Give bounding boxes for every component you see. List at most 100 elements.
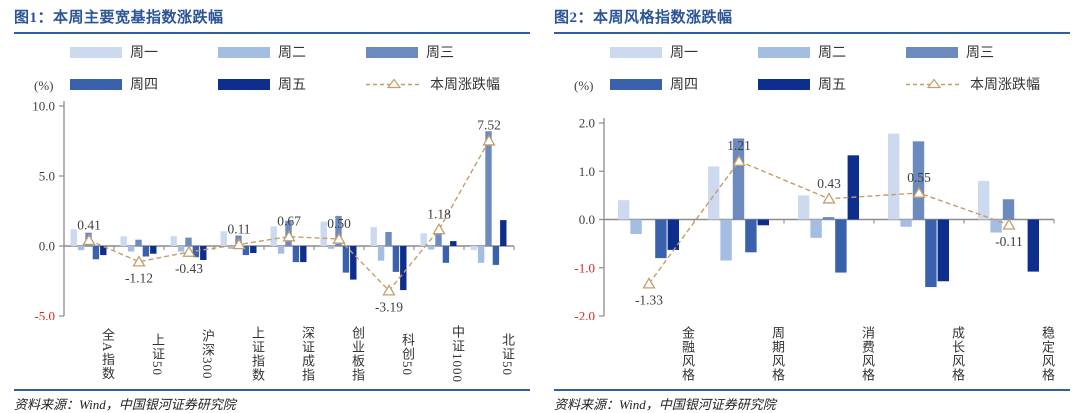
legend-bar-swatch-icon (610, 78, 662, 90)
bar (745, 219, 757, 253)
bar (120, 236, 127, 246)
bar (142, 246, 150, 257)
data-label: 1.18 (427, 206, 451, 221)
legend-bar-swatch-icon (366, 46, 418, 58)
data-label: 0.67 (277, 214, 301, 229)
legend-bar-swatch-icon (758, 78, 810, 90)
bar (135, 239, 142, 246)
bar (925, 219, 937, 288)
bar (300, 246, 307, 263)
bar (708, 166, 720, 220)
bar (757, 219, 769, 226)
triangle-marker (132, 255, 146, 267)
y-axis-unit-label: (%) (574, 78, 594, 93)
category-label: 创业板指 (350, 326, 365, 382)
bar (92, 246, 100, 260)
data-label: -1.33 (635, 293, 663, 308)
legend-label: 周五 (278, 78, 306, 93)
figure1-title: 图1：本周主要宽基指数涨跌幅 (14, 10, 224, 26)
legend-bar-swatch-icon (70, 78, 122, 90)
triangle-marker (912, 186, 926, 198)
category-label: 消费风格 (860, 326, 875, 382)
legend-item-3: 周三 (366, 42, 536, 62)
y-tick-label: 1.0 (579, 164, 595, 179)
legend-label: 周四 (130, 78, 158, 93)
bar (720, 219, 732, 261)
legend-item-2: 周二 (218, 42, 366, 62)
category-label: 北证50 (500, 332, 515, 376)
data-label: 0.41 (77, 217, 101, 232)
category-label: 全A指数 (100, 327, 115, 381)
triangle-marker (482, 134, 496, 146)
legend-item-4: 周四 (610, 74, 758, 94)
category-label: 成长风格 (950, 326, 965, 382)
y-tick-label: 0.0 (39, 239, 55, 254)
legend-label: 本周涨跌幅 (970, 78, 1040, 93)
bar (377, 246, 385, 261)
bar (392, 246, 400, 272)
bar (847, 155, 859, 220)
bar (320, 221, 327, 246)
triangle-marker (822, 192, 836, 204)
bar (100, 246, 107, 256)
legend-item-weekly-line: 本周涨跌幅 (366, 74, 536, 94)
bar (427, 246, 435, 250)
y-tick-label: 0.0 (579, 212, 595, 227)
category-label: 上证指数 (250, 326, 265, 382)
broad-index-bar-chart: 10.0 5.0 0.0 -5.0 0.41 -1.12 -0.43 0.11 0.67 0.50… (32, 99, 515, 320)
bar (618, 200, 630, 220)
bar (70, 229, 77, 246)
legend-label: 周二 (818, 46, 846, 61)
bar (77, 246, 85, 251)
legend-label: 周三 (426, 46, 454, 61)
triangle-marker (182, 245, 196, 257)
triangle-marker (332, 232, 346, 244)
bar (485, 131, 492, 246)
category-label: 周期风格 (770, 326, 785, 382)
bar (250, 246, 257, 253)
legend-bar-swatch-icon (906, 46, 958, 58)
legend-label: 周三 (966, 46, 994, 61)
bar (655, 219, 667, 259)
bar (292, 246, 300, 263)
bar (370, 227, 377, 246)
data-label: 7.52 (477, 118, 501, 133)
figure2-chart-area: (%) 周一 周二 周三 周四 周五 本周涨跌幅 2.0 1.0 0.0 -1.0 -2.0 -1.… (554, 42, 1070, 388)
triangle-marker (432, 222, 446, 235)
title-rule (554, 32, 1070, 34)
legend-item-1: 周一 (70, 42, 218, 62)
legend-label: 周二 (278, 46, 306, 61)
bar (185, 237, 192, 246)
legend-item-4: 周四 (70, 74, 218, 94)
bar (477, 246, 485, 263)
data-label: 0.55 (907, 170, 931, 185)
bar (912, 141, 925, 220)
legend-label: 周四 (670, 78, 698, 93)
footer-rule (554, 389, 1070, 391)
bar (227, 246, 235, 249)
bar (342, 246, 350, 273)
triangle-marker (642, 277, 656, 289)
triangle-marker (382, 284, 396, 296)
triangle-marker (1002, 218, 1016, 230)
legend-item-1: 周一 (610, 42, 758, 62)
y-tick-label: -1.0 (574, 260, 595, 275)
bar (888, 133, 900, 220)
bar (732, 138, 745, 220)
y-tick-label: -2.0 (574, 309, 595, 321)
bar (170, 236, 177, 246)
bar (220, 231, 227, 246)
bar (450, 241, 457, 246)
bar (810, 219, 822, 238)
bar (500, 220, 507, 246)
style-index-bar-chart: 2.0 1.0 0.0 -1.0 -2.0 -1.33 1.21 0.43 0.55 -0.11 (574, 116, 1055, 321)
bar (978, 180, 990, 220)
data-label: 0.50 (327, 216, 351, 231)
data-label: 0.11 (227, 221, 250, 236)
bar (335, 215, 342, 246)
y-tick-label: 2.0 (579, 116, 595, 131)
figure2-source-note: 资料来源：Wind，中国银河证券研究院 (554, 397, 776, 412)
category-label: 沪深300 (200, 328, 215, 380)
dashed-line-triangle-icon (366, 78, 422, 89)
